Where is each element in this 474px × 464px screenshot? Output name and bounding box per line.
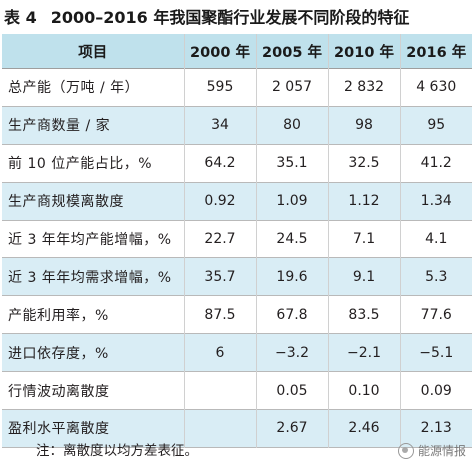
watermark-text: 能源情报	[417, 444, 466, 458]
cell: 34	[183, 106, 256, 145]
row-label: 行情波动离散度	[2, 371, 184, 410]
cell	[183, 371, 256, 410]
header-2016: 2016 年	[399, 34, 472, 69]
cell: 83.5	[327, 295, 400, 334]
row-label: 近 3 年年均产能增幅，%	[2, 220, 184, 258]
cell: 35.1	[255, 144, 328, 183]
cell: −3.2	[255, 333, 328, 372]
cell: 6	[183, 333, 256, 372]
table-row: 生产商数量 / 家 34 80 98 95	[2, 106, 472, 145]
cell: 1.12	[327, 182, 400, 221]
cell: 80	[255, 106, 328, 145]
cell: 0.92	[183, 182, 256, 221]
cell: 1.09	[255, 182, 328, 221]
wechat-logo-icon	[397, 443, 414, 459]
row-label: 近 3 年年均需求增幅，%	[2, 257, 184, 296]
cell: −2.1	[327, 333, 400, 372]
header-2005: 2005 年	[255, 34, 328, 69]
header-2010: 2010 年	[327, 34, 400, 69]
cell: 2 057	[255, 68, 328, 107]
cell: 32.5	[327, 144, 400, 183]
cell: 2.46	[327, 409, 400, 448]
row-label: 盈利水平离散度	[2, 409, 184, 448]
cell: −5.1	[399, 333, 472, 372]
table-title-text: 2000–2016 年我国聚酯行业发展不同阶段的特征	[50, 8, 410, 27]
table-number: 表 4	[4, 8, 37, 27]
table-row: 产能利用率，% 87.5 67.8 83.5 77.6	[2, 295, 472, 334]
cell: 7.1	[327, 220, 400, 258]
cell: 0.09	[399, 371, 472, 410]
cell: 595	[183, 68, 256, 107]
cell: 4.1	[399, 220, 472, 258]
cell: 41.2	[399, 144, 472, 183]
cell: 67.8	[255, 295, 328, 334]
row-label: 产能利用率，%	[2, 295, 184, 334]
cell: 24.5	[255, 220, 328, 258]
table-footnote: 注：离散度以均方差表征。	[36, 443, 198, 459]
table-title: 表 4 2000–2016 年我国聚酯行业发展不同阶段的特征	[4, 4, 470, 32]
cell: 0.10	[327, 371, 400, 410]
cell: 64.2	[183, 144, 256, 183]
table-row: 进口依存度，% 6 −3.2 −2.1 −5.1	[2, 333, 472, 372]
table-row: 生产商规模离散度 0.92 1.09 1.12 1.34	[2, 182, 472, 221]
cell: 5.3	[399, 257, 472, 296]
cell	[183, 409, 256, 448]
cell: 77.6	[399, 295, 472, 334]
cell: 22.7	[183, 220, 256, 258]
row-label: 生产商规模离散度	[2, 182, 184, 221]
cell: 98	[327, 106, 400, 145]
cell: 4 630	[399, 68, 472, 107]
cell: 1.34	[399, 182, 472, 221]
watermark: 能源情报	[397, 440, 466, 462]
row-label: 生产商数量 / 家	[2, 106, 184, 145]
header-item: 项目	[2, 34, 184, 69]
cell: 0.05	[255, 371, 328, 410]
table-row: 行情波动离散度 0.05 0.10 0.09	[2, 371, 472, 410]
table-row: 前 10 位产能占比，% 64.2 35.1 32.5 41.2	[2, 144, 472, 183]
cell: 9.1	[327, 257, 400, 296]
row-label: 前 10 位产能占比，%	[2, 144, 184, 183]
cell: 95	[399, 106, 472, 145]
cell: 2 832	[327, 68, 400, 107]
cell: 2.67	[255, 409, 328, 448]
cell: 87.5	[183, 295, 256, 334]
table-row: 盈利水平离散度 2.67 2.46 2.13	[2, 409, 472, 448]
header-row: 项目 2000 年 2005 年 2010 年 2016 年	[2, 34, 472, 69]
row-label: 总产能（万吨 / 年）	[2, 68, 184, 107]
table-row: 近 3 年年均产能增幅，% 22.7 24.5 7.1 4.1	[2, 220, 472, 258]
data-table: 项目 2000 年 2005 年 2010 年 2016 年 总产能（万吨 / …	[2, 34, 472, 448]
table-row: 总产能（万吨 / 年） 595 2 057 2 832 4 630	[2, 68, 472, 107]
row-label: 进口依存度，%	[2, 333, 184, 372]
header-2000: 2000 年	[183, 34, 256, 69]
table-row: 近 3 年年均需求增幅，% 35.7 19.6 9.1 5.3	[2, 257, 472, 296]
cell: 2.13	[399, 409, 472, 448]
cell: 19.6	[255, 257, 328, 296]
cell: 35.7	[183, 257, 256, 296]
